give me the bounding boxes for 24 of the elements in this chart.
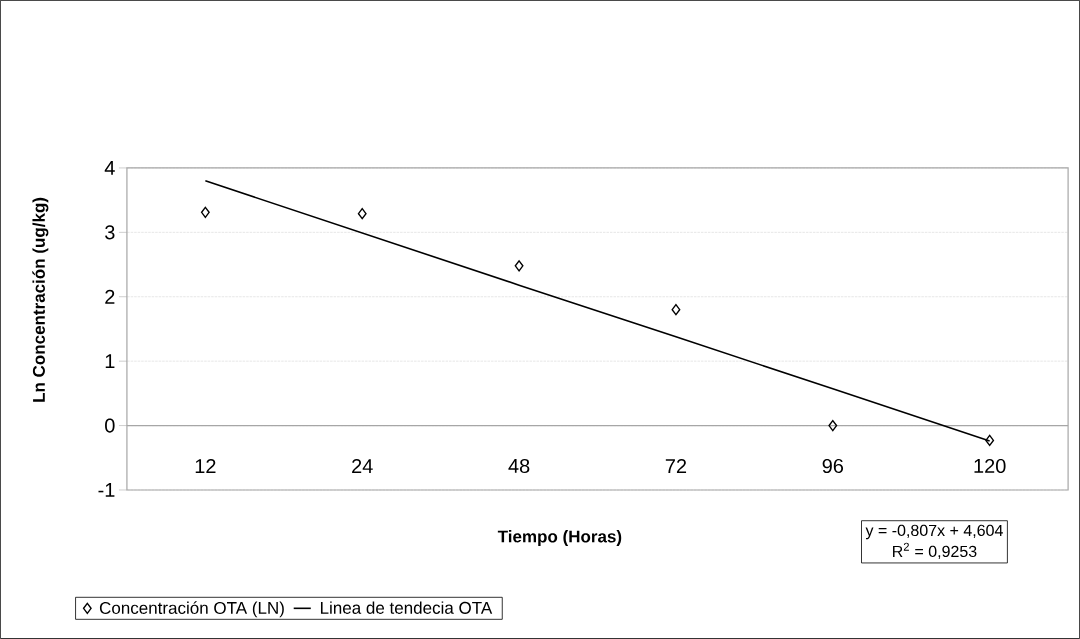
text: y = -0,807x + 4,604	[865, 524, 1003, 540]
y-tick-label: 4	[104, 161, 115, 175]
x-tick-label: 120	[974, 458, 1006, 474]
point	[828, 419, 838, 432]
x-tick-label: 96	[822, 458, 844, 474]
point	[200, 206, 210, 219]
legend-label: Concentración OTA (LN)	[99, 601, 284, 618]
point	[985, 434, 995, 447]
y-tick-label: 3	[105, 225, 115, 240]
legend-label: Linea de tendecia OTA	[320, 601, 493, 614]
x-tick-label: 12	[195, 459, 216, 474]
point	[357, 208, 367, 220]
y-tick-label: -1	[98, 483, 115, 497]
y-axis-title: Ln Concentración (ug/kg)	[32, 197, 49, 402]
point	[671, 303, 681, 316]
point	[514, 260, 524, 272]
y-tick-label: 0	[105, 418, 115, 433]
x-tick-label: 24	[352, 459, 373, 474]
y-tick-label: 2	[105, 289, 115, 304]
x-tick-label: 72	[665, 459, 687, 474]
text: R$^{2}$ = 0,9253	[893, 542, 977, 559]
y-tick-label: 1	[105, 354, 115, 369]
x-axis-title: Tiempo (Horas)	[497, 530, 622, 546]
x-tick-label: 48	[508, 458, 530, 474]
